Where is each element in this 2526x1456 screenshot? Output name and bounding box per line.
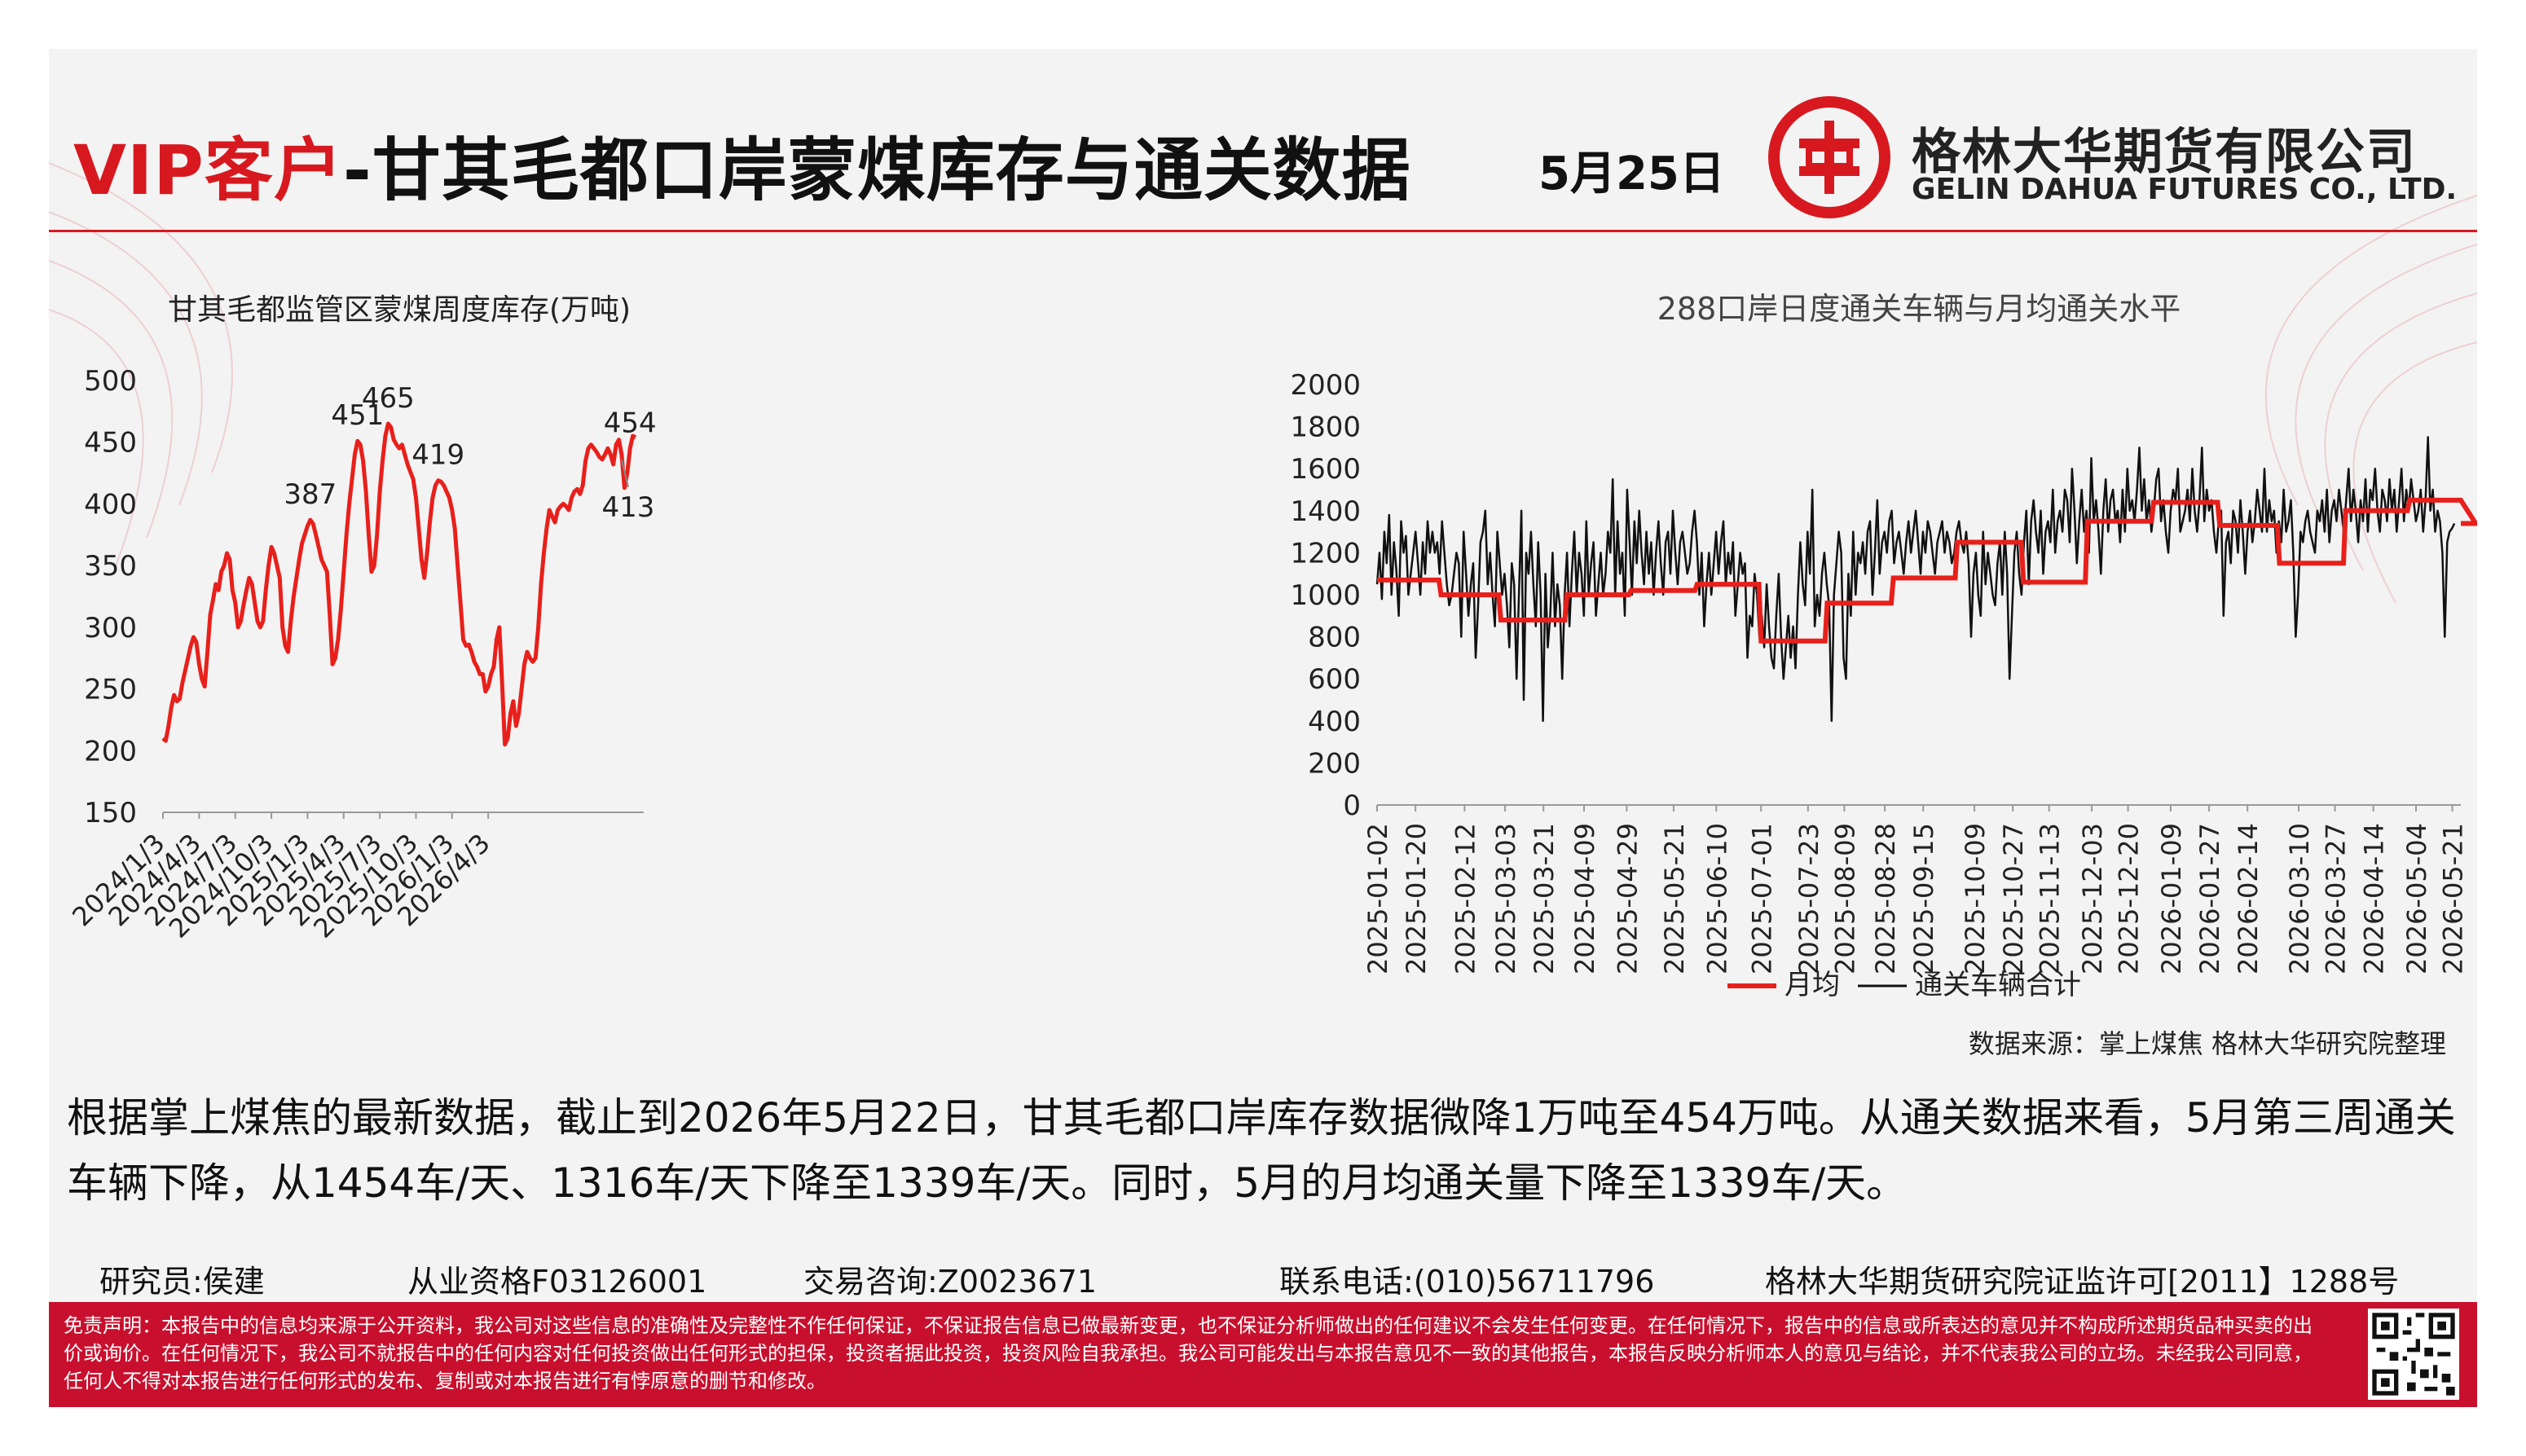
x-tick-label: 2025-03-21	[1529, 823, 1560, 974]
legend-label-monthly: 月均	[1784, 969, 1840, 1001]
x-tick-label: 2025-01-20	[1401, 823, 1432, 974]
legend-label-daily: 通关车辆合计	[1915, 969, 2081, 1001]
footer-phone: 联系电话:(010)56711796	[1279, 1264, 1655, 1300]
x-tick-label: 2025-04-29	[1612, 823, 1643, 974]
x-tick-label: 2025-05-21	[1659, 823, 1690, 974]
y-tick-label: 1600	[1290, 453, 1361, 486]
y-tick-label: 500	[84, 365, 137, 398]
data-label: 387	[284, 478, 337, 511]
company-name-en: GELIN DAHUA FUTURES CO., LTD.	[1912, 173, 2458, 206]
x-tick-label: 2026-04-14	[2359, 823, 2390, 974]
x-tick-label: 2025-10-09	[1960, 823, 1991, 974]
y-tick-label: 250	[84, 674, 137, 706]
y-tick-label: 600	[1308, 663, 1361, 696]
title-divider	[49, 230, 2477, 232]
x-tick-label: 2025-11-13	[2035, 823, 2066, 974]
x-tick-label: 2026-03-27	[2321, 823, 2352, 974]
disclaimer-text: 免责声明：本报告中的信息均来源于公开资料，我公司对这些信息的准确性及完整性不作任…	[64, 1314, 2313, 1392]
x-tick-label: 2026-03-10	[2284, 823, 2315, 974]
title-main: -甘其毛都口岸蒙煤库存与通关数据	[342, 130, 1411, 210]
y-tick-label: 2000	[1290, 369, 1361, 402]
clearance-chart: 288口岸日度通关车辆与月均通关水平2000180016001400120010…	[1290, 291, 2477, 1001]
chart-title: 288口岸日度通关车辆与月均通关水平	[1657, 291, 2181, 327]
y-tick-label: 450	[84, 427, 137, 460]
y-tick-label: 200	[1308, 747, 1361, 780]
y-tick-label: 1800	[1290, 411, 1361, 444]
x-tick-label: 2026-01-27	[2194, 823, 2225, 974]
y-tick-label: 1200	[1290, 537, 1361, 570]
y-tick-label: 400	[84, 488, 137, 521]
report-date: 5月25日	[1538, 147, 1725, 200]
summary-paragraph: 根据掌上煤焦的最新数据，截止到2026年5月22日，甘其毛都口岸库存数据微降1万…	[67, 1094, 2456, 1207]
inventory-chart: 甘其毛都监管区蒙煤周度库存(万吨) 500 450 400 350 300 250 200 15…	[66, 293, 657, 944]
page-title: VIP客户-甘其毛都口岸蒙煤库存与通关数据	[73, 116, 1411, 214]
inventory-series-line	[161, 421, 637, 747]
company-name-cn: 格林大华期货有限公司	[1912, 124, 2417, 181]
y-tick-label: 800	[1308, 622, 1361, 654]
slide: VIP客户-甘其毛都口岸蒙煤库存与通关数据 5月25日 格林大华期货有限公司 G…	[49, 49, 2477, 1407]
qr-code-icon	[2368, 1309, 2459, 1400]
data-label: 451	[331, 399, 384, 432]
disclaimer-bar: 免责声明：本报告中的信息均来源于公开资料，我公司对这些信息的准确性及完整性不作任…	[49, 1302, 2477, 1407]
x-tick-label: 2025-07-23	[1793, 823, 1824, 974]
x-tick-label: 2025-10-27	[1998, 823, 2029, 974]
x-tick-label: 2025-12-03	[2077, 823, 2108, 974]
x-tick-label: 2025-01-02	[1362, 823, 1393, 974]
x-tick-label: 2025-09-15	[1908, 823, 1939, 974]
y-tick-label: 1400	[1290, 495, 1361, 528]
x-tick-label: 2026-05-04	[2401, 823, 2432, 974]
x-tick-label: 2025-03-03	[1490, 823, 1521, 974]
y-tick-label: 1000	[1290, 579, 1361, 612]
y-tick-label: 200	[84, 735, 137, 768]
data-label: 465	[362, 382, 415, 415]
x-tick-label: 2025-12-20	[2114, 823, 2145, 974]
label-leader-line	[620, 459, 629, 488]
data-label: 454	[604, 407, 657, 439]
footer-consult: 交易咨询:Z0023671	[803, 1264, 1098, 1300]
x-tick-label: 2025-02-12	[1450, 823, 1481, 974]
x-tick-label: 2026-02-14	[2233, 823, 2264, 974]
y-tick-label: 300	[84, 612, 137, 644]
footer-license: 从业资格F03126001	[407, 1264, 707, 1300]
x-tick-label: 2026-01-09	[2156, 823, 2187, 974]
x-tick-label: 2025-08-28	[1870, 823, 1901, 974]
y-tick-label: 0	[1343, 790, 1361, 822]
company-logo-icon	[1768, 96, 1890, 218]
data-source: 数据来源：掌上煤焦 格林大华研究院整理	[1968, 1028, 2446, 1059]
title-vip: VIP客户	[73, 130, 343, 210]
data-label: 413	[601, 491, 654, 524]
y-tick-label: 350	[84, 550, 137, 583]
x-tick-label: 2026-05-21	[2438, 823, 2469, 974]
x-tick-label: 2025-04-09	[1569, 823, 1600, 974]
background-decoration	[49, 162, 2477, 604]
y-tick-label: 150	[84, 797, 137, 829]
chart-title: 甘其毛都监管区蒙煤周度库存(万吨)	[168, 293, 631, 327]
y-tick-label: 400	[1308, 706, 1361, 738]
x-tick-label: 2025-08-09	[1829, 823, 1860, 974]
footer-researcher: 研究员:侯建	[99, 1264, 265, 1300]
x-tick-label: 2025-07-01	[1746, 823, 1777, 974]
x-tick-label: 2025-06-10	[1701, 823, 1732, 974]
data-label: 419	[411, 439, 464, 472]
footer-permit: 格林大华期货研究院证监许可[2011】1288号	[1765, 1264, 2400, 1300]
monthly-average-line	[1377, 497, 2477, 644]
